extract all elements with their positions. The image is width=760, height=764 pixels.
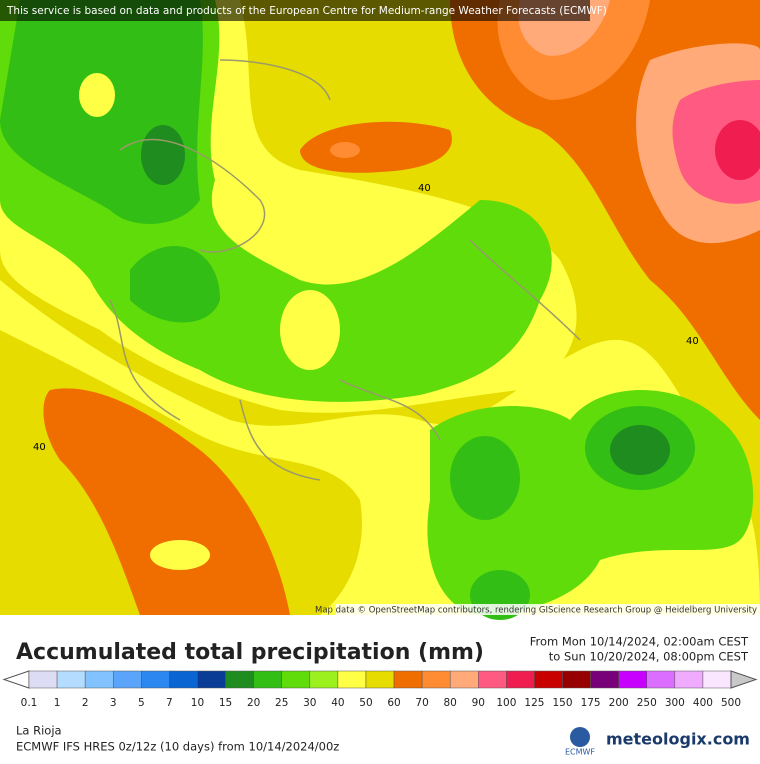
legend-label: 10: [191, 697, 204, 709]
legend-swatch: [506, 670, 535, 689]
legend-label: 125: [524, 697, 544, 709]
legend-label: 25: [275, 697, 288, 709]
legend-label: 200: [609, 697, 629, 709]
legend-swatch: [253, 670, 282, 689]
legend-label: 5: [138, 697, 145, 709]
legend-swatch: [674, 670, 704, 689]
legend-swatch: [562, 670, 591, 689]
legend-label: 20: [247, 697, 260, 709]
legend-swatch: [84, 670, 114, 689]
legend-label: 400: [693, 697, 713, 709]
period-to: to Sun 10/20/2024, 08:00pm CEST: [549, 650, 749, 664]
map: 40 40 40 This service is based on data a…: [0, 0, 760, 620]
contour-label: 40: [33, 442, 46, 453]
legend-label: 15: [219, 697, 232, 709]
legend-low: [2, 670, 30, 689]
legend-swatch: [478, 670, 507, 689]
legend-swatch: [309, 670, 339, 689]
legend-label: 3: [110, 697, 117, 709]
contour-label: 40: [686, 336, 699, 347]
legend-swatch: [534, 670, 563, 689]
brand-logo[interactable]: meteologix.com: [606, 730, 750, 749]
legend-swatch: [56, 670, 86, 689]
legend-label: 300: [665, 697, 685, 709]
model-info: ECMWF IFS HRES 0z/12z (10 days) from 10/…: [16, 740, 339, 754]
legend-label: 100: [496, 697, 516, 709]
legend-label: 30: [303, 697, 316, 709]
legend-swatch: [421, 670, 451, 689]
ecmwf-icon: [570, 727, 590, 747]
legend-swatch: [28, 670, 58, 689]
legend-swatch: [112, 670, 142, 689]
legend-high: [730, 670, 758, 689]
legend-swatch: [590, 670, 619, 689]
ecmwf-logo: ECMWF: [565, 748, 595, 757]
location: La Rioja: [16, 724, 62, 738]
legend-swatch: [169, 670, 198, 689]
legend-swatch: [449, 670, 479, 689]
legend-swatch: [393, 670, 423, 689]
legend-label: 90: [472, 697, 485, 709]
legend: 0.1 1 2 3 5 7 10 15 20 25 30 40 50 60 70 80 90 100 125 150 1…: [2, 670, 758, 709]
legend-swatch: [337, 670, 367, 689]
banner: This service is based on data and produc…: [6, 5, 607, 17]
legend-swatch: [702, 670, 732, 689]
legend-label: 1: [54, 697, 61, 709]
legend-label: 175: [581, 697, 601, 709]
legend-label: 70: [415, 697, 428, 709]
legend-swatch: [646, 670, 676, 689]
legend-swatch: [141, 670, 170, 689]
legend-swatch: [225, 670, 254, 689]
legend-swatch: [618, 670, 648, 689]
legend-label: 60: [387, 697, 400, 709]
legend-label: 500: [721, 697, 741, 709]
legend-label: 150: [552, 697, 572, 709]
legend-swatch: [197, 670, 226, 689]
legend-swatch: [281, 670, 311, 689]
attribution: Map data © OpenStreetMap contributors, r…: [315, 606, 757, 616]
legend-label: 250: [637, 697, 657, 709]
period-from: From Mon 10/14/2024, 02:00am CEST: [530, 635, 749, 649]
contour-label: 40: [418, 183, 431, 194]
legend-label: 7: [166, 697, 173, 709]
legend-label: 2: [82, 697, 89, 709]
legend-swatch: [365, 670, 395, 689]
legend-label: 80: [444, 697, 457, 709]
legend-label: 0.1: [21, 697, 38, 709]
title: Accumulated total precipitation (mm): [16, 640, 484, 665]
legend-label: 50: [359, 697, 372, 709]
legend-label: 40: [331, 697, 344, 709]
